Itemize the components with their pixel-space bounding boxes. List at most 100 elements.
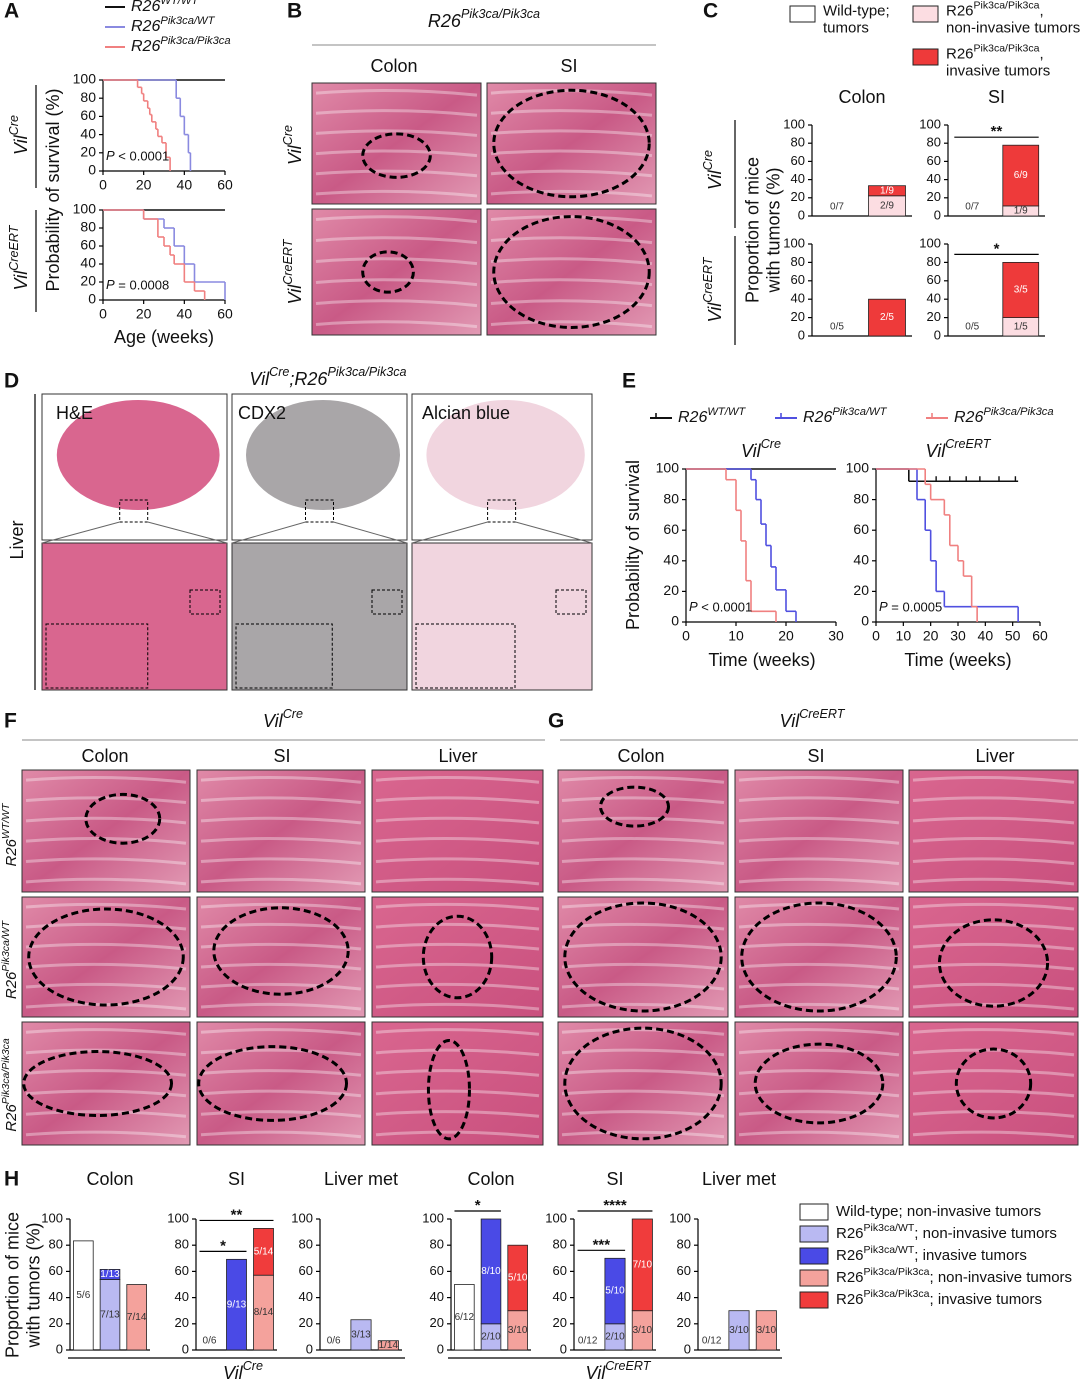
legend-label: R26Pik3ca/Pik3ca; non-invasive tumors (836, 1266, 1072, 1286)
value-label: 3/10 (633, 1325, 653, 1336)
tissue-texture (561, 1089, 725, 1098)
bar-segment (868, 185, 906, 197)
column-label: SI (560, 56, 577, 76)
bar-segment (507, 1244, 528, 1312)
y-tick-label: 100 (783, 116, 805, 131)
y-tick-label: 0 (684, 1341, 691, 1356)
y-tick-label: 40 (791, 291, 805, 306)
tissue-texture (561, 776, 725, 784)
tissue-texture (490, 129, 653, 137)
panel-letter: D (4, 370, 19, 393)
y-tick-label: 20 (927, 189, 941, 204)
value-label: 5/6 (76, 1290, 90, 1301)
tissue-texture (912, 942, 1075, 951)
tissue-texture (315, 189, 478, 198)
tissue-texture (912, 922, 1075, 931)
row-label: R26Pik3ca/Pik3ca (0, 1038, 20, 1132)
row-label: VilCreERT (281, 238, 304, 304)
tumor-outline (361, 132, 432, 179)
x-axis-label: Time (weeks) (904, 650, 1011, 670)
column-label: SI (273, 746, 290, 766)
value-label: 3/5 (1014, 285, 1028, 296)
histology-image (21, 896, 191, 1018)
value-label: 1/13 (100, 1269, 120, 1280)
y-tick-label: 80 (49, 1237, 63, 1252)
histology-image (734, 1021, 904, 1146)
tissue-texture (25, 1110, 187, 1118)
tissue-texture (25, 837, 187, 845)
tissue-texture (375, 877, 540, 886)
histology-image (557, 896, 729, 1018)
tissue-texture (490, 149, 653, 158)
tissue-texture (25, 877, 187, 886)
bar-segment (226, 1258, 247, 1351)
legend-swatch (912, 48, 939, 66)
tissue-texture (561, 877, 725, 886)
tissue-texture (375, 902, 540, 911)
x-tick-label: 30 (950, 628, 966, 644)
tissue-texture (315, 109, 478, 117)
bar-segment (73, 1240, 94, 1351)
column-label: SI (807, 746, 824, 766)
value-label: 1/5 (1014, 321, 1028, 332)
y-tick-label: 40 (663, 552, 679, 568)
row-label: VilCreERT (701, 256, 724, 322)
y-tick-label: 60 (430, 1263, 444, 1278)
y-tick-label: 40 (430, 1289, 444, 1304)
tissue-texture (200, 902, 362, 911)
x-tick-label: 40 (978, 628, 994, 644)
row-label: VilCre (7, 115, 30, 155)
x-axis-label: Age (weeks) (114, 327, 214, 347)
tissue-texture (25, 857, 187, 866)
value-label: 0/5 (830, 322, 844, 333)
row-label: VilCre (701, 150, 724, 190)
histology-image (734, 896, 904, 1018)
legend-label: R26Pik3ca/WT; invasive tumors (836, 1244, 1027, 1264)
tissue-texture (738, 857, 900, 866)
histology-image (371, 1021, 544, 1146)
tissue-texture (315, 278, 478, 287)
value-label: 7/10 (633, 1259, 653, 1270)
bar-segment (728, 1310, 750, 1351)
tissue-texture (200, 1048, 362, 1057)
chart-title: SI (606, 1169, 623, 1189)
bar-segment (350, 1319, 372, 1351)
tissue-texture (561, 1028, 725, 1036)
tissue-texture (200, 857, 362, 866)
y-tick-label: 60 (853, 521, 869, 537)
tissue-texture (315, 299, 478, 308)
inset (45, 623, 149, 689)
tissue-texture (561, 942, 725, 951)
tissue-texture (738, 1028, 900, 1036)
tissue-texture (200, 816, 362, 825)
tissue-texture (25, 816, 187, 825)
x-axis-label: Time (weeks) (708, 650, 815, 670)
bar-segment (755, 1310, 777, 1351)
y-tick-label: 80 (853, 490, 869, 506)
y-tick-label: 20 (677, 1315, 691, 1330)
tissue-texture (315, 149, 478, 158)
tissue-texture (200, 776, 362, 784)
value-label: 0/7 (830, 202, 844, 213)
tissue-texture (912, 1069, 1075, 1077)
y-axis-label: Probability of survival (623, 460, 643, 630)
tissue-texture (912, 1002, 1075, 1011)
y-tick-label: 100 (846, 460, 870, 476)
legend-label: R26Pik3ca/Pik3ca; invasive tumors (836, 1288, 1042, 1308)
group-label: VilCre (223, 1359, 263, 1382)
y-axis-label: Proportion of micewith tumors (%) (2, 1212, 43, 1358)
row-label: VilCre (281, 125, 304, 165)
tissue-texture (375, 1110, 540, 1118)
y-tick-label: 100 (656, 460, 680, 476)
tissue-texture (912, 1110, 1075, 1118)
y-tick-label: 0 (560, 1341, 567, 1356)
y-tick-label: 80 (553, 1237, 567, 1252)
group-label: VilCreERT (586, 1359, 652, 1382)
histology-image (21, 1021, 191, 1146)
tissue-section (56, 400, 220, 510)
tissue-texture (25, 1048, 187, 1057)
bar-segment (1002, 144, 1040, 207)
y-tick-label: 60 (663, 521, 679, 537)
value-label: 8/14 (254, 1307, 274, 1318)
